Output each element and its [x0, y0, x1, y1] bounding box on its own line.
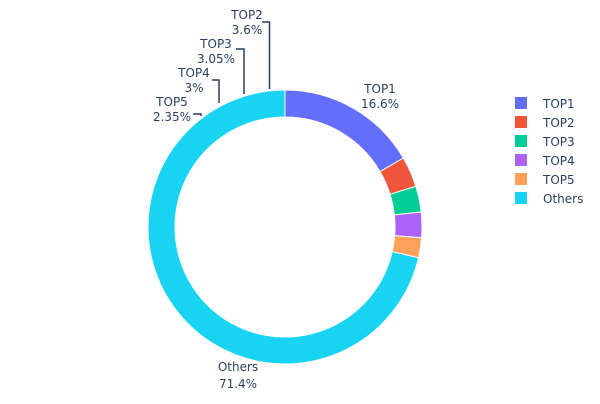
- slice-label-others: Others: [218, 360, 258, 374]
- slice-label-top5: TOP5: [155, 95, 188, 109]
- legend: TOP1 TOP2 TOP3 TOP4 TOP5 Others: [515, 97, 583, 206]
- leader-line-top2: [262, 21, 271, 89]
- slice-percent-top2: 3.6%: [232, 23, 263, 37]
- legend-swatch-top4: [515, 154, 527, 166]
- slice-others[interactable]: [147, 89, 420, 365]
- legend-swatch-others: [515, 192, 527, 204]
- slice-label-top1: TOP1: [363, 82, 396, 96]
- slice-label-top3: TOP3: [199, 37, 232, 51]
- leader-line-top3: [236, 48, 245, 94]
- legend-label-top2: TOP2: [542, 116, 575, 130]
- slice-label-top4: TOP4: [177, 66, 210, 80]
- slice-percent-top5: 2.35%: [153, 110, 191, 124]
- legend-item-others[interactable]: Others: [515, 192, 583, 206]
- slice-percent-others: 71.4%: [219, 377, 257, 391]
- leader-line-top5: [193, 113, 202, 116]
- legend-swatch-top2: [515, 116, 527, 128]
- leader-lines-layer: [193, 21, 271, 116]
- legend-label-top5: TOP5: [542, 173, 575, 187]
- legend-item-top2[interactable]: TOP2: [515, 116, 575, 130]
- slice-percent-top3: 3.05%: [197, 52, 235, 66]
- slice-top4[interactable]: [393, 211, 423, 239]
- leader-line-top4: [212, 79, 220, 103]
- slices-layer: [147, 89, 423, 365]
- legend-label-top4: TOP4: [542, 154, 575, 168]
- legend-item-top1[interactable]: TOP1: [515, 97, 575, 111]
- slice-percent-top1: 16.6%: [361, 97, 399, 111]
- legend-label-top3: TOP3: [542, 135, 575, 149]
- legend-swatch-top3: [515, 135, 527, 147]
- legend-swatch-top5: [515, 173, 527, 185]
- legend-label-others: Others: [543, 192, 583, 206]
- legend-item-top5[interactable]: TOP5: [515, 173, 575, 187]
- slice-percent-top4: 3%: [184, 81, 203, 95]
- legend-label-top1: TOP1: [542, 97, 575, 111]
- slice-label-top2: TOP2: [230, 8, 263, 22]
- legend-item-top3[interactable]: TOP3: [515, 135, 575, 149]
- legend-item-top4[interactable]: TOP4: [515, 154, 575, 168]
- legend-swatch-top1: [515, 97, 527, 109]
